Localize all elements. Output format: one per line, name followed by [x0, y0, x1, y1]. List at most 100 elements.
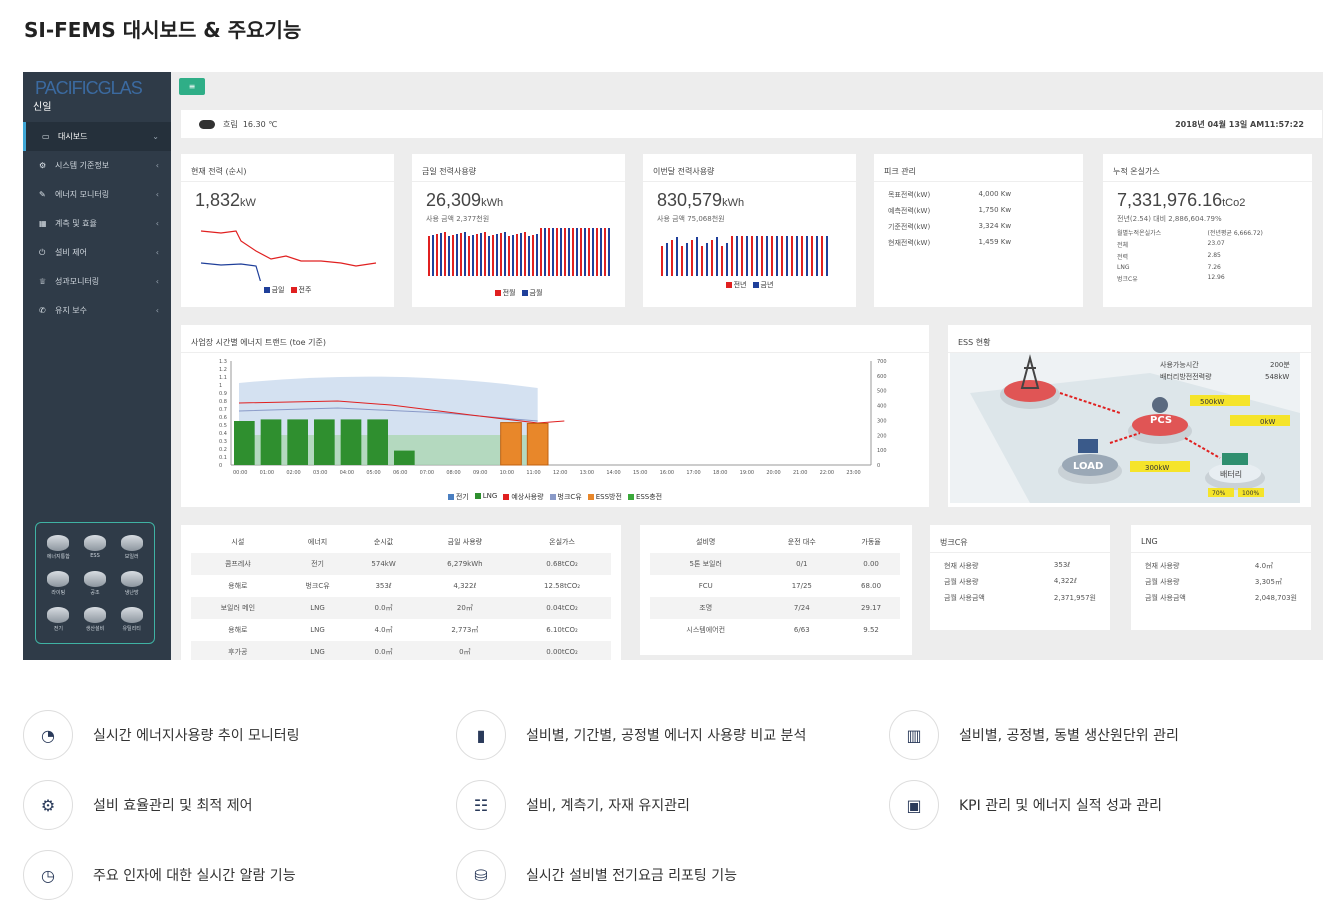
bar [504, 232, 506, 276]
feature-item: ⚙ 설비 효율관리 및 최적 제어 [23, 780, 252, 830]
sidebar-item-dashboard[interactable]: ▭ 대시보드 ⌄ [23, 122, 171, 151]
power-icon: ⏻ [39, 247, 46, 257]
bar [564, 228, 566, 276]
bar [826, 236, 828, 276]
sidebar-item-energy-monitoring[interactable]: ✎ 에너지 모니터링 ‹ [23, 180, 171, 209]
x-tick-label: 11:00 [526, 470, 540, 476]
x-tick-label: 13:00 [580, 470, 594, 476]
bar [776, 236, 778, 276]
equipment-icon [120, 570, 143, 587]
ess-charge-bar [340, 419, 362, 465]
table-header-row: 시설 에너지 순시값 금일 사용량 온실가스 [191, 531, 611, 553]
equipment-icon [120, 606, 143, 623]
month-usage-card: 이번달 전력사용량 830,579kWh 사용 금액 75,068천원 전년 금년 [643, 154, 856, 307]
table-cell: 4,322ℓ [453, 582, 477, 590]
bar [452, 235, 454, 276]
presentation-icon: ▣ [889, 780, 939, 830]
table-cell: LNG [310, 626, 325, 634]
gears-icon: ⚙ [39, 161, 47, 170]
table-cell: 20㎥ [416, 597, 514, 619]
sidebar-item-label: 계측 및 효율 [55, 219, 97, 228]
x-tick-label: 19:00 [740, 470, 754, 476]
svg-text:500kW: 500kW [1200, 398, 1224, 406]
column-header: 설비명 [696, 538, 716, 546]
today-usage-value: 26,309kWh [426, 190, 504, 210]
table-cell: 0.0㎥ [350, 641, 417, 660]
column-header: 금일 사용량 [447, 538, 483, 546]
table-cell: 0.68tCO₂ [513, 553, 611, 575]
sidebar-item-control[interactable]: ⏻ 설비 제어 ‹ [23, 238, 171, 267]
bar [686, 243, 688, 276]
y-tick-label: 700 [877, 359, 887, 365]
bar [816, 236, 818, 276]
table-cell: 조명 [650, 597, 762, 619]
table-cell: LNG [284, 641, 351, 660]
feature-item: ◷ 주요 인자에 대한 실시간 알람 기능 [23, 850, 296, 900]
feature-item: ▣ KPI 관리 및 에너지 실적 성과 관리 [889, 780, 1162, 830]
bar [428, 236, 430, 276]
x-tick-label: 09:00 [473, 470, 487, 476]
table-row: 조명 7/24 29.17 [650, 597, 900, 619]
dashboard-screenshot: PACIFICGLAS 신일 ▭ 대시보드 ⌄ ⚙ 시스템 기준정보 ‹ ✎ 에너지 모니… [23, 72, 1323, 660]
lastweek-line [200, 262, 262, 284]
x-tick-label: 03:00 [313, 470, 327, 476]
table-cell: 68.00 [861, 582, 882, 590]
month-usage-amount: 사용 금액 75,068천원 [657, 215, 725, 223]
shortcut-item[interactable]: ESS [77, 529, 114, 565]
sidebar-item-maintenance[interactable]: ✆ 유지 보수 ‹ [23, 296, 171, 325]
y-tick-label: 0.3 [219, 439, 227, 445]
shortcut-item[interactable]: 전기 [40, 601, 77, 637]
shortcut-item[interactable]: 에너지통합 [40, 529, 77, 565]
shortcut-item[interactable]: 보일러 [113, 529, 150, 565]
table-cell: 6,279kWh [416, 553, 514, 575]
table-cell: 보일러 메인 [191, 597, 285, 619]
table-row: 시스템에어컨 6/63 9.52 [650, 619, 900, 641]
ess-discharge-bar [500, 422, 522, 466]
bar [460, 233, 462, 276]
bar [771, 236, 773, 276]
chart-legend: 전기 LNG 예상사용량 벙크C유 ESS방전 ESS충전 [181, 492, 929, 502]
shortcut-item[interactable]: 유틸리티 [113, 601, 150, 637]
bar [756, 236, 758, 276]
table-cell: FCU [698, 582, 713, 590]
card-title: 피크 관리 [874, 154, 1083, 182]
card-title: 현재 전력 (순시) [181, 154, 394, 182]
svg-text:100%: 100% [1242, 490, 1259, 497]
y-tick-label: 1 [219, 383, 222, 389]
bar [746, 236, 748, 276]
y-tick-label: 0.2 [219, 447, 227, 453]
table-cell: 12.58tCO₂ [544, 582, 581, 590]
sidebar-item-metering[interactable]: ▦ 계측 및 효율 ‹ [23, 209, 171, 238]
table-cell: 0.00 [842, 553, 900, 575]
bar [592, 228, 594, 276]
table-row: FCU 17/25 68.00 [650, 575, 900, 597]
weather-temp: 16.30 ℃ [242, 119, 278, 129]
table-row: 후가공 LNG 0.0㎥ 0㎥ 0.00tCO₂ [191, 641, 611, 660]
x-tick-label: 22:00 [820, 470, 834, 476]
svg-text:LOAD: LOAD [1073, 461, 1103, 472]
x-tick-label: 08:00 [446, 470, 460, 476]
bar [544, 228, 546, 276]
bar [560, 228, 562, 276]
sidebar-item-system[interactable]: ⚙ 시스템 기준정보 ‹ [23, 151, 171, 180]
shortcut-item[interactable]: 라이팅 [40, 565, 77, 601]
chart-legend: 전월 금월 [412, 288, 625, 298]
logo-subtitle: 신일 [33, 102, 52, 113]
sidebar-item-label: 유지 보수 [55, 306, 87, 315]
table-cell: 7/24 [761, 597, 843, 619]
sidebar-item-performance[interactable]: ♕ 성과모니터링 ‹ [23, 267, 171, 296]
ess-card: ESS 현황 PCS LOAD 배터리 500kW 0kW 300kW 70% … [948, 325, 1311, 507]
bar [691, 240, 693, 276]
shortcut-item[interactable]: 냉난방 [113, 565, 150, 601]
svg-text:사용가능시간: 사용가능시간 [1160, 360, 1199, 369]
x-tick-label: 17:00 [686, 470, 700, 476]
load-node [1062, 454, 1118, 476]
menu-toggle-button[interactable]: ≡ [179, 78, 205, 95]
y-tick-label: 1.1 [219, 375, 227, 381]
shortcut-item[interactable]: 생산설비 [77, 601, 114, 637]
bar [736, 236, 738, 276]
chevron-left-icon: ‹ [155, 306, 159, 315]
shortcut-item[interactable]: 공조 [77, 565, 114, 601]
bar [741, 236, 743, 276]
bar [761, 236, 763, 276]
